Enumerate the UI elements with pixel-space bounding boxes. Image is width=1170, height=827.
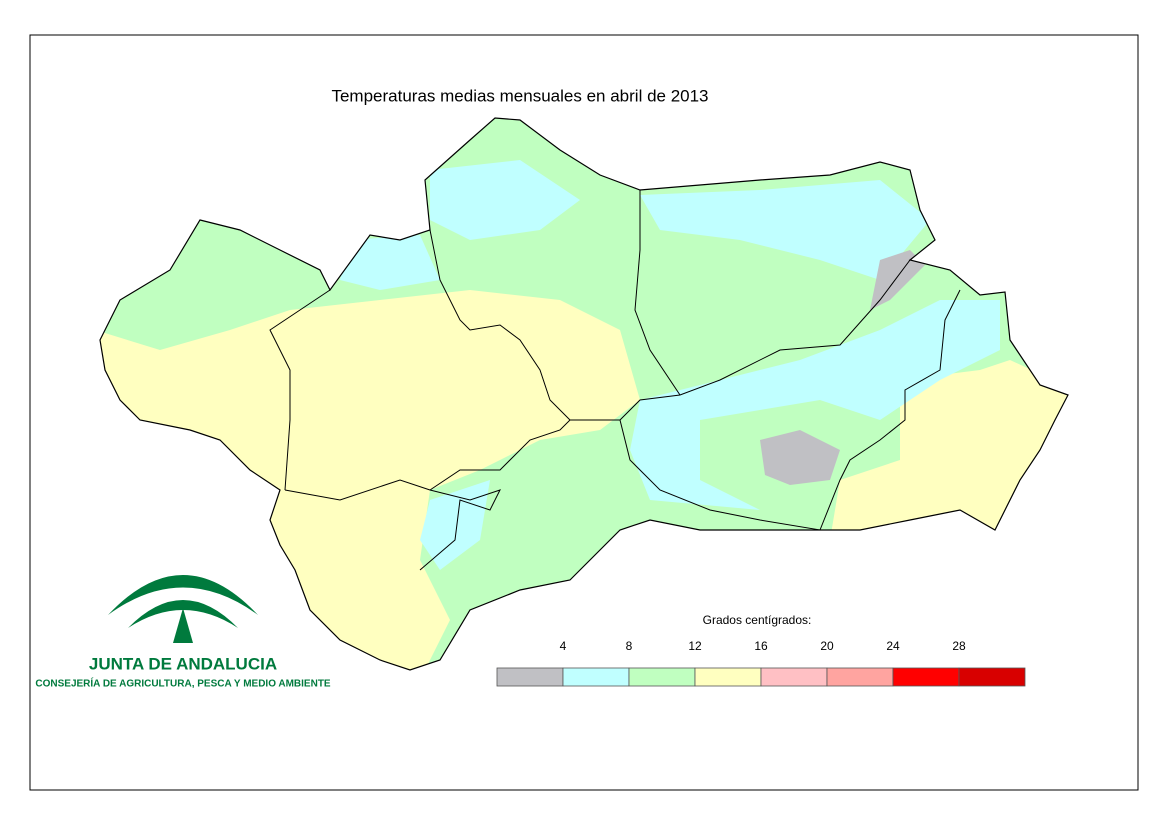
legend-swatch (826, 667, 894, 687)
legend-tick-label: 4 (560, 639, 567, 653)
logo-arc (128, 600, 238, 628)
legend-tick-label: 20 (820, 639, 834, 653)
logo-triangle (173, 608, 193, 643)
zone-gray (760, 430, 840, 485)
logo-department: CONSEJERÍA DE AGRICULTURA, PESCA Y MEDIO… (35, 677, 331, 690)
logo-arc (108, 575, 258, 615)
frame (29, 34, 1139, 791)
border (429, 229, 571, 491)
border (269, 289, 331, 491)
legend-swatch (760, 667, 828, 687)
border (284, 479, 501, 571)
legend-tick-label: 24 (886, 639, 900, 653)
legend-tick-label: 12 (688, 639, 702, 653)
legend: Grados centígrados: 4 8 12 16 20 24 28 (496, 613, 1026, 687)
zone-cyan (340, 235, 440, 290)
border (619, 289, 961, 531)
legend-swatch (496, 667, 564, 687)
border (570, 259, 911, 421)
border (634, 190, 681, 396)
logo-name: JUNTA DE ANDALUCIA (89, 654, 277, 673)
province-borders (269, 190, 961, 571)
zone-cyan (630, 300, 1000, 510)
legend-tick-label: 8 (626, 639, 633, 653)
map-title: Temperaturas medias mensuales en abril d… (331, 86, 708, 105)
legend-swatch (562, 667, 630, 687)
temperature-map (100, 118, 1068, 670)
legend-swatch (628, 667, 696, 687)
legend-tick-label: 28 (952, 639, 966, 653)
legend-swatch (958, 667, 1026, 687)
zone-cyan (420, 480, 490, 570)
logo: JUNTA DE ANDALUCIA CONSEJERÍA DE AGRICUL… (35, 575, 331, 690)
zone-cyan (430, 160, 580, 240)
legend-tick-label: 16 (754, 639, 768, 653)
zone-cyan (640, 180, 930, 280)
legend-title: Grados centígrados: (703, 613, 812, 627)
zone-yellow (100, 290, 640, 670)
legend-swatch (694, 667, 762, 687)
legend-swatch (892, 667, 960, 687)
